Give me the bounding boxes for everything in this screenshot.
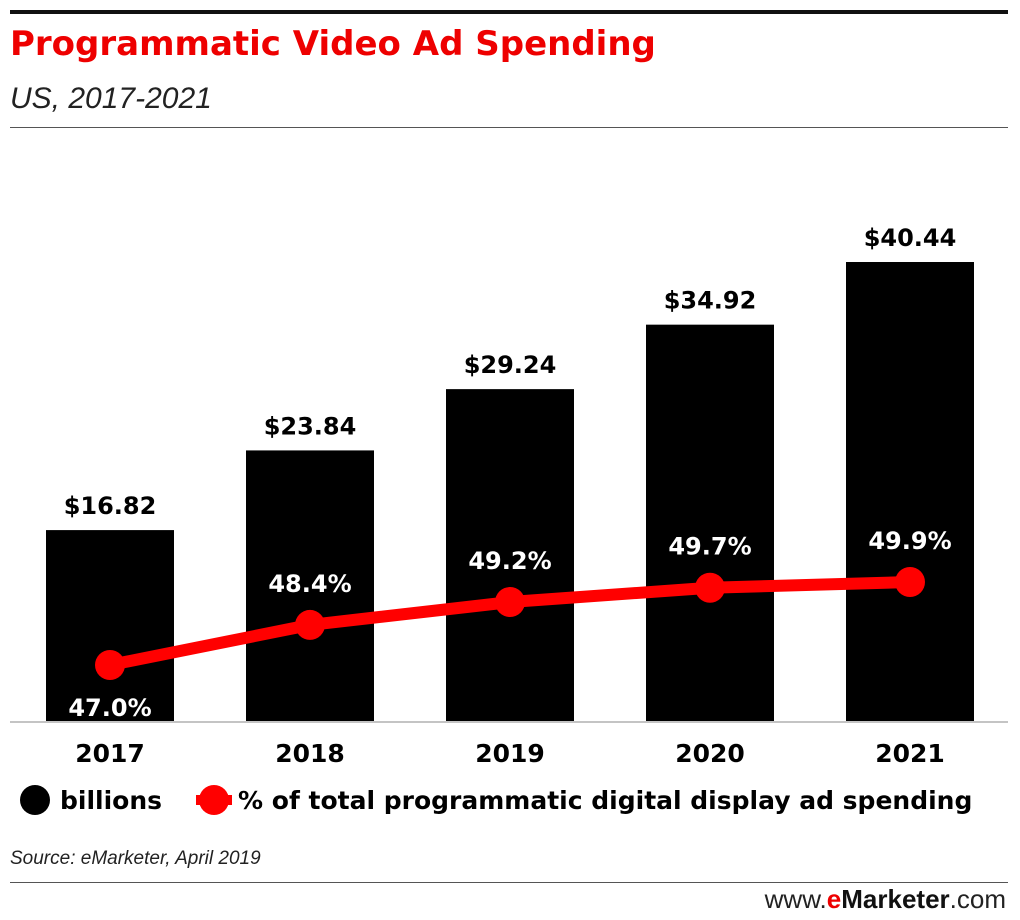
bar-value-label-2019: $29.24 [464,351,557,379]
brand-logo: www.eMarketer.com [765,884,1006,915]
brand-name: Marketer [841,884,950,914]
x-tick-label-2019: 2019 [475,739,545,768]
legend-line-swatch-icon [196,785,233,815]
percent-label-2021: 49.9% [868,527,951,555]
bar-2019 [446,389,574,721]
x-tick-label-2017: 2017 [75,739,145,768]
chart-title: Programmatic Video Ad Spending [10,24,656,64]
bar-2018 [246,450,374,721]
legend-item-percent: % of total programmatic digital display … [196,785,972,815]
x-tick-label-2018: 2018 [275,739,345,768]
brand-prefix: www. [764,884,827,914]
footer-rule [10,882,1008,883]
legend-item-billions: billions [20,785,162,815]
percent-label-2018: 48.4% [268,570,351,598]
legend-label-percent: % of total programmatic digital display … [238,785,973,815]
brand-suffix: .com [949,884,1006,914]
bar-value-label-2017: $16.82 [64,492,157,520]
subtitle-rule [10,127,1008,128]
brand-e: e [826,884,842,914]
percent-point-2021 [895,567,925,597]
percent-label-2020: 49.7% [668,533,751,561]
source-note: Source: eMarketer, April 2019 [10,848,261,869]
legend-label-billions: billions [60,785,163,815]
bar-value-label-2021: $40.44 [864,224,957,252]
percent-point-2018 [295,609,325,640]
legend: billions % of total programmatic digital… [20,785,1006,815]
legend-bar-swatch-icon [20,785,50,815]
top-rule [10,10,1008,14]
bar-2017 [46,530,174,721]
bar-value-label-2018: $23.84 [264,412,357,440]
percent-label-2019: 49.2% [468,547,551,575]
x-tick-label-2020: 2020 [675,739,745,768]
x-tick-label-2021: 2021 [875,739,945,768]
percent-point-2019 [495,587,525,618]
bar-value-label-2020: $34.92 [664,287,757,315]
percent-point-2020 [695,572,725,603]
chart-area: $16.82 2017 $23.84 2018 $29.24 2019 $34.92 2020… [10,224,1008,768]
bar-2021 [846,262,974,721]
bar-2020 [646,324,774,721]
chart-subtitle: US, 2017-2021 [10,82,212,115]
percent-label-2017: 47.0% [68,694,151,722]
percent-point-2017 [95,650,125,680]
